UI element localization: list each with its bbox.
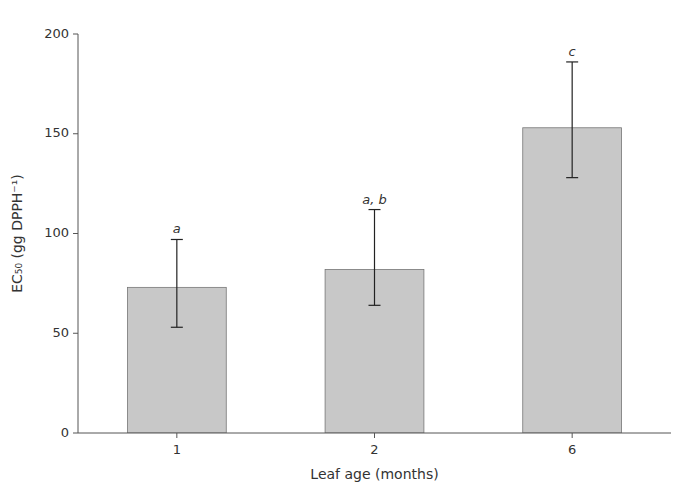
error-bar [369,210,381,306]
significance-label: a [173,221,181,236]
error-bar [171,239,183,327]
plot-area [127,62,621,433]
y-tick-label: 200 [44,26,69,41]
y-tick [73,233,78,234]
x-tick-label: 1 [173,442,181,457]
error-bar-cap-upper [171,239,183,240]
chart-container: a a, b c 0 50 100 150 200 1 2 6 Leaf age (months) EC… [0,0,695,495]
y-tick-label: 150 [44,125,69,140]
x-tick-label: 2 [370,442,378,457]
error-bar-stem [572,62,573,178]
chart-svg: a a, b c 0 50 100 150 200 1 2 6 Leaf age (months) EC… [0,0,695,495]
x-tick [374,433,375,438]
error-bar-cap-upper [369,209,381,210]
error-bar-cap-lower [369,305,381,306]
significance-label: c [569,44,576,59]
error-bar-stem [176,239,177,327]
error-bar-cap-upper [566,61,578,62]
error-bar-cap-lower [171,327,183,328]
x-tick [572,433,573,438]
y-tick-label: 0 [61,425,69,440]
y-tick-label: 50 [52,325,69,340]
y-tick-label: 100 [44,225,69,240]
error-bar-stem [374,210,375,306]
x-tick-label: 6 [568,442,576,457]
significance-label: a, b [362,192,386,207]
x-axis-label: Leaf age (months) [310,466,438,482]
x-tick [176,433,177,438]
y-tick [73,133,78,134]
y-tick [73,433,78,434]
error-bar-cap-lower [566,177,578,178]
y-tick [73,333,78,334]
y-axis-label: EC₅₀ (gg DPPH⁻¹) [9,174,25,293]
error-bar [566,62,578,178]
y-tick [73,34,78,35]
